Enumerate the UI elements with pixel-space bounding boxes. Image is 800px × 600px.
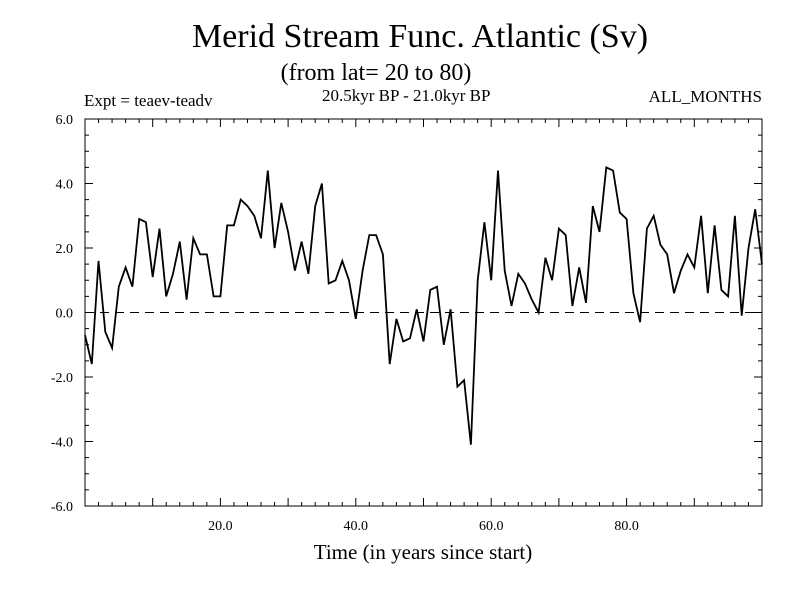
y-tick-label: 4.0	[56, 178, 74, 193]
y-tick-label: 6.0	[56, 113, 74, 128]
x-tick-labels: 20.0 40.0 60.0 80.0	[208, 519, 639, 534]
x-axis-label: Time (in years since start)	[313, 540, 533, 564]
months-label: ALL_MONTHS	[648, 87, 762, 106]
chart-subtitle: (from lat= 20 to 80)	[280, 60, 472, 86]
y-tick-label: -2.0	[51, 371, 73, 386]
x-tick-label: 40.0	[344, 519, 369, 534]
y-tick-label: 2.0	[56, 242, 74, 257]
x-tick-label: 80.0	[614, 519, 639, 534]
x-tick-label: 20.0	[208, 519, 233, 534]
experiment-label: Expt = teaev-teadv	[84, 91, 213, 110]
series-group	[84, 166, 763, 445]
y-tick-label: -4.0	[51, 436, 73, 451]
series-line	[84, 166, 763, 445]
y-tick-label: -6.0	[51, 500, 73, 515]
period-label: 20.5kyr BP - 21.0kyr BP	[322, 86, 491, 105]
y-tick-label: 0.0	[56, 307, 74, 322]
y-tick-labels: 6.0 4.0 2.0 0.0 -2.0 -4.0 -6.0	[51, 113, 73, 515]
x-tick-label: 60.0	[479, 519, 504, 534]
chart-title: Merid Stream Func. Atlantic (Sv)	[191, 18, 649, 55]
